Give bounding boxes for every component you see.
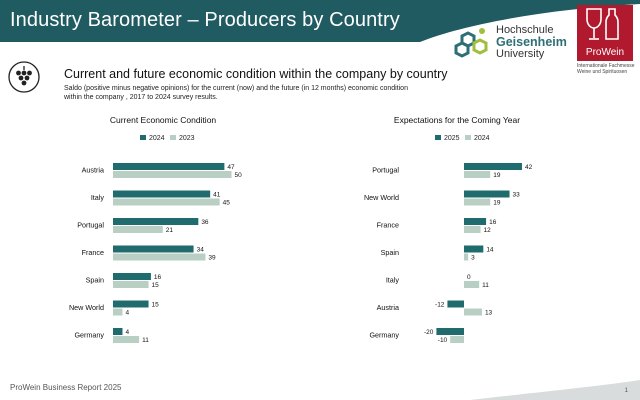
category-label: Italy [91, 193, 105, 202]
bar [113, 218, 199, 225]
bar [464, 308, 482, 316]
logo-line-2: Geisenheim [496, 35, 567, 49]
bar [447, 300, 464, 308]
category-label: Germany [74, 331, 104, 340]
bar [464, 281, 480, 288]
bar [113, 245, 194, 253]
data-label: 0 [467, 274, 471, 281]
legend-label: 2024 [149, 135, 165, 142]
bar [464, 171, 491, 178]
data-label: 19 [493, 200, 501, 207]
category-label: Austria [82, 166, 104, 175]
bar [113, 281, 149, 288]
bar [113, 163, 225, 170]
bar [113, 171, 232, 178]
bar [464, 245, 484, 253]
data-label: 47 [227, 164, 235, 171]
data-label: 36 [201, 219, 209, 226]
page-title: Industry Barometer – Producers by Countr… [10, 9, 400, 31]
data-label: 12 [484, 227, 492, 234]
category-label: Portugal [77, 221, 104, 230]
data-label: 3 [471, 255, 475, 262]
grapes-icon [8, 61, 40, 93]
logo-line-3: University [496, 47, 545, 60]
bar [464, 218, 487, 225]
bar [436, 328, 464, 335]
bar [464, 190, 510, 198]
bar [464, 253, 469, 261]
prowein-name: ProWein [585, 47, 625, 58]
wine-glass-icon [586, 8, 619, 40]
footer-text: ProWein Business Report 2025 [10, 383, 122, 392]
data-label: 11 [142, 337, 149, 344]
logo-line-1: Hochschule [496, 24, 554, 36]
data-label: 16 [489, 219, 497, 226]
category-label: Germany [369, 331, 399, 340]
legend-swatch [140, 135, 146, 140]
category-label: France [377, 221, 399, 230]
prowein-logo: ProWein [577, 5, 633, 61]
data-label: -10 [438, 337, 448, 344]
data-label: 41 [213, 192, 221, 199]
data-label: 39 [208, 255, 216, 262]
category-label: New World [364, 193, 399, 202]
data-label: 21 [166, 227, 174, 234]
bar [113, 300, 149, 308]
data-label: -20 [424, 329, 434, 336]
bar [113, 198, 220, 206]
bar [113, 308, 123, 316]
data-label: 11 [482, 282, 489, 289]
bar [113, 336, 140, 343]
data-label: -12 [435, 302, 445, 309]
bar [464, 163, 522, 170]
data-label: 19 [493, 172, 501, 179]
category-label: Spain [381, 248, 399, 257]
hochschule-logo-text: Hochschule Geisenheim University [496, 25, 567, 60]
data-label: 4 [125, 310, 129, 317]
legend-label: 2023 [179, 135, 195, 142]
bar [464, 198, 491, 206]
data-label: 15 [152, 302, 160, 309]
section-description: Saldo (positive minus negative opinions)… [64, 85, 408, 102]
page-number: 1 [624, 388, 628, 394]
chart-title: Current Economic Condition [110, 115, 217, 125]
hexagon-molecule-icon [454, 28, 488, 58]
legend-swatch [435, 135, 441, 140]
category-label: Italy [386, 276, 400, 285]
data-label: 13 [485, 310, 493, 317]
data-label: 50 [235, 172, 243, 179]
data-label: 4 [125, 329, 129, 336]
category-label: Portugal [372, 166, 399, 175]
data-label: 15 [152, 282, 160, 289]
data-label: 45 [223, 200, 231, 207]
category-label: France [82, 248, 104, 257]
data-label: 34 [197, 247, 205, 254]
data-label: 33 [513, 192, 521, 199]
bar [113, 190, 211, 198]
data-label: 14 [486, 247, 494, 254]
legend-swatch [465, 135, 471, 140]
data-label: 42 [525, 164, 533, 171]
chart-title: Expectations for the Coming Year [394, 115, 520, 125]
bar [113, 253, 206, 261]
category-label: New World [69, 303, 104, 312]
bar [464, 226, 481, 233]
bar [450, 336, 464, 343]
legend-swatch [170, 135, 176, 140]
bar [113, 273, 151, 280]
data-label: 16 [154, 274, 162, 281]
legend-label: 2025 [444, 135, 460, 142]
section-subtitle: Current and future economic condition wi… [64, 67, 448, 81]
legend-label: 2024 [474, 135, 490, 142]
prowein-subtitle: Internationale Fachmesse Weine und Spiri… [577, 63, 635, 75]
bar [113, 328, 123, 335]
bar [113, 226, 163, 233]
category-label: Spain [86, 276, 104, 285]
category-label: Austria [377, 303, 399, 312]
